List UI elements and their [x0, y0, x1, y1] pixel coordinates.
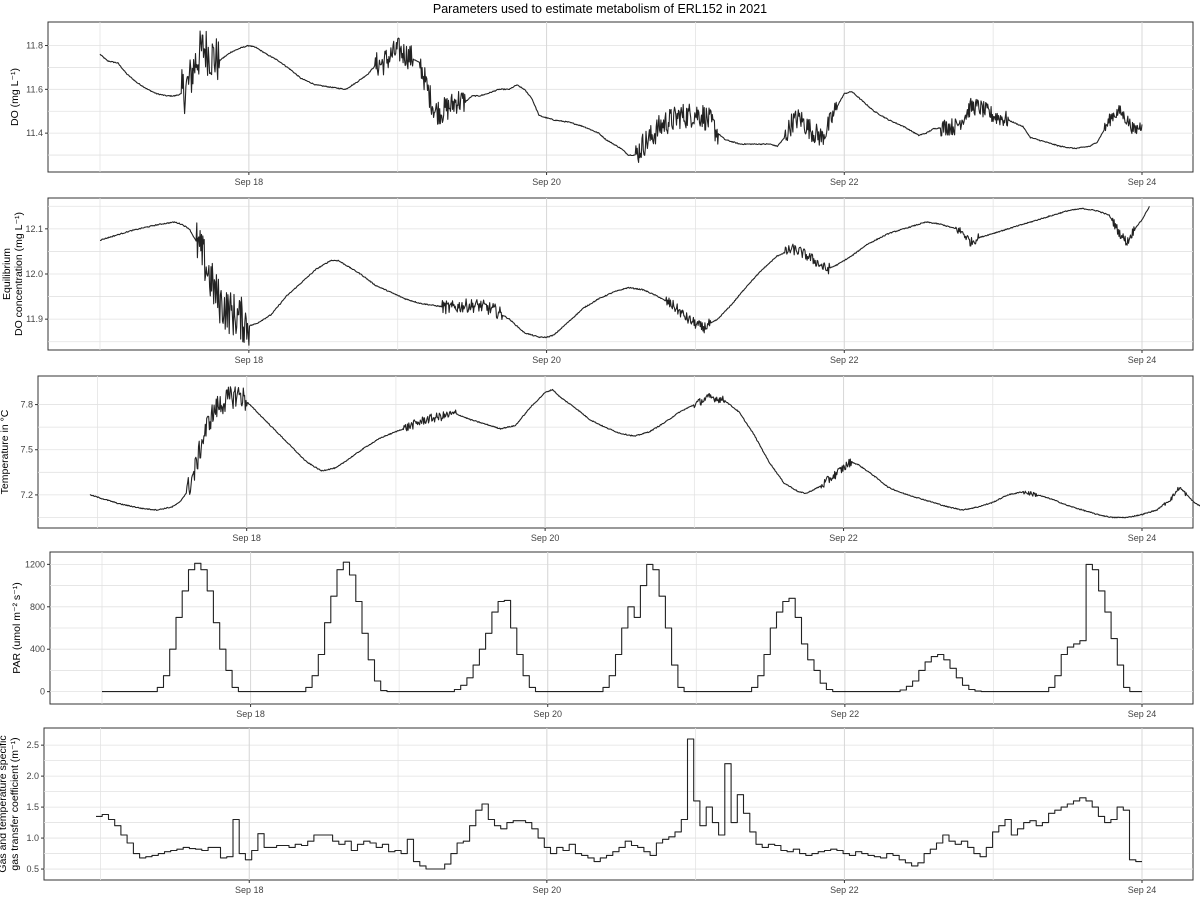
x-tick-label: Sep 24 — [1128, 177, 1157, 187]
y-tick-label: 7.2 — [20, 490, 33, 500]
panel-4: 0 400 800 1200 Sep 18 Sep 20 Sep 22 Sep 24 PAR (… — [11, 551, 1194, 719]
x-tick-label: Sep 18 — [235, 885, 264, 895]
x-tick-label: Sep 24 — [1128, 533, 1157, 543]
x-tick-label: Sep 24 — [1128, 709, 1157, 719]
panel-5: 0.5 1.0 1.5 2.0 2.5 Sep 18 Sep 20 Sep 22 Sep 24 G… — [0, 727, 1194, 895]
series-line — [99, 30, 1143, 163]
y-tick-label: 12.0 — [25, 269, 43, 279]
y-axis-label: DO concentration (mg L⁻¹) — [13, 212, 25, 336]
y-axis-label: PAR (umol m⁻² s⁻¹) — [11, 582, 23, 673]
series-line — [102, 561, 1142, 693]
y-tick-label: 11.6 — [26, 84, 43, 94]
y-tick-label: 0 — [40, 687, 45, 697]
y-tick-label: 7.5 — [20, 445, 33, 455]
series-line — [89, 386, 1200, 519]
x-tick-label: Sep 22 — [831, 709, 860, 719]
x-tick-label: Sep 24 — [1128, 355, 1157, 365]
x-tick-label: Sep 18 — [236, 709, 265, 719]
y-axis-label: gas transfer coefficient (m⁻¹) — [9, 737, 21, 870]
y-tick-label: 400 — [30, 644, 45, 654]
x-tick-label: Sep 20 — [533, 885, 562, 895]
y-axis-label: DO (mg L⁻¹) — [9, 68, 21, 126]
x-tick-label: Sep 24 — [1128, 885, 1157, 895]
x-tick-label: Sep 18 — [232, 533, 261, 543]
series-line — [96, 738, 1142, 870]
panel-border — [43, 727, 1194, 881]
y-axis-label: Equilibrium — [1, 248, 13, 300]
y-tick-label: 7.8 — [20, 400, 33, 410]
y-axis-label: Temperature in °C — [0, 409, 11, 494]
y-tick-label: 0.5 — [26, 864, 39, 874]
y-tick-label: 2.5 — [26, 740, 39, 750]
y-tick-label: 1.0 — [26, 833, 39, 843]
y-tick-label: 2.0 — [26, 771, 39, 781]
x-tick-label: Sep 20 — [531, 533, 560, 543]
x-tick-label: Sep 18 — [235, 177, 264, 187]
x-tick-label: Sep 20 — [533, 709, 562, 719]
x-tick-label: Sep 18 — [235, 355, 264, 365]
panel-3: 7.2 7.5 7.8 Sep 18 Sep 20 Sep 22 Sep 24 Tempera… — [0, 375, 1200, 543]
x-tick-label: Sep 20 — [532, 177, 561, 187]
y-tick-label: 800 — [30, 602, 45, 612]
y-tick-label: 11.8 — [26, 41, 43, 51]
x-tick-label: Sep 20 — [532, 355, 561, 365]
x-tick-label: Sep 22 — [830, 885, 859, 895]
panel-1: 11.4 11.6 11.8 Sep 18 Sep 20 Sep 22 Sep 24 DO (… — [9, 21, 1194, 187]
y-tick-label: 12.1 — [25, 224, 43, 234]
x-tick-label: Sep 22 — [830, 177, 859, 187]
series-line — [100, 206, 1150, 346]
panel-2: 11.9 12.0 12.1 Sep 18 Sep 20 Sep 22 Sep 24 Equi… — [1, 197, 1194, 365]
y-axis-label: Gas and temperature specific — [0, 735, 9, 872]
x-tick-label: Sep 22 — [830, 355, 859, 365]
panel-border — [37, 375, 1194, 529]
y-tick-label: 1200 — [25, 559, 45, 569]
y-tick-label: 11.9 — [26, 314, 43, 324]
y-tick-label: 1.5 — [26, 802, 39, 812]
chart-title: Parameters used to estimate metabolism o… — [432, 2, 768, 16]
x-tick-label: Sep 22 — [829, 533, 858, 543]
y-tick-label: 11.4 — [26, 128, 43, 138]
panel-border — [47, 21, 1194, 173]
